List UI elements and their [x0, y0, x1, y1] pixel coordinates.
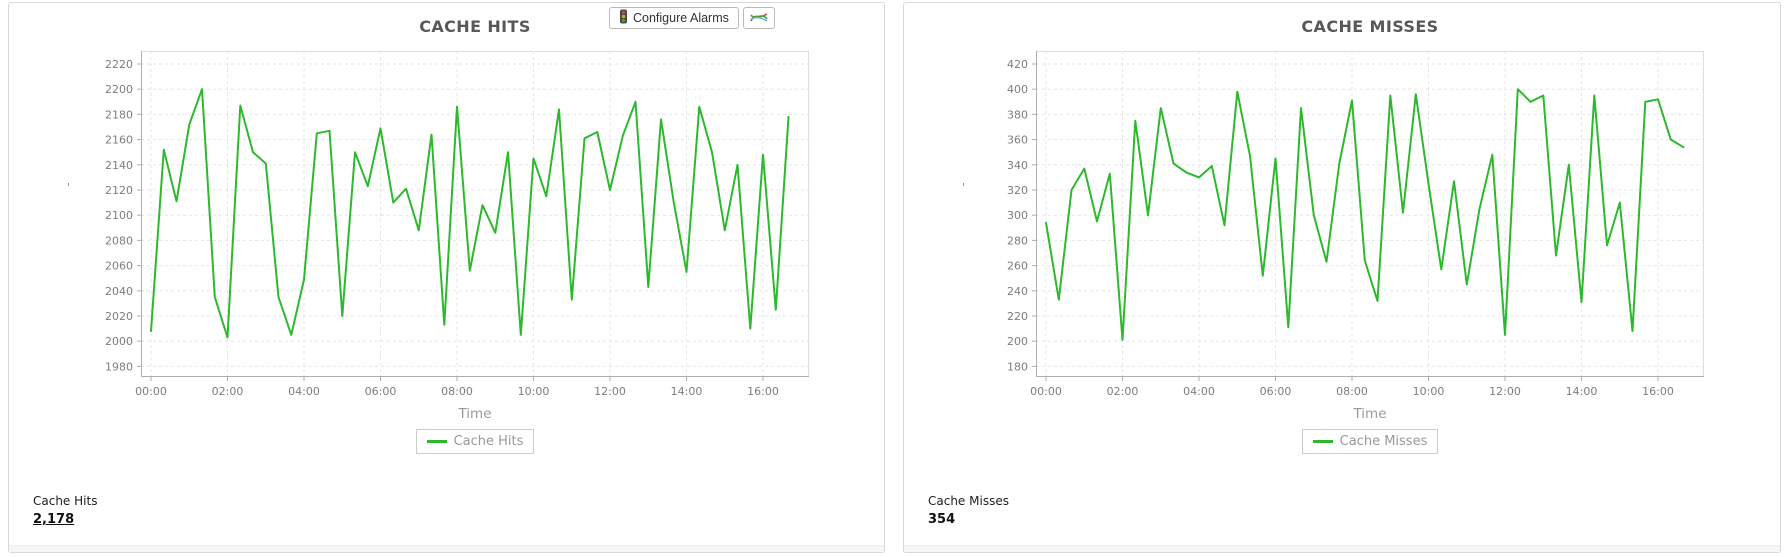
svg-text:04:00: 04:00	[288, 385, 320, 398]
cache-hits-plot-area: 2220 2200 2180 2160 2140 2120 2100 2080 2060 2040…	[69, 51, 811, 429]
chart-title: CACHE MISSES	[1301, 17, 1439, 36]
svg-text:2120: 2120	[105, 184, 133, 197]
svg-text:2180: 2180	[105, 108, 133, 121]
svg-text:00:00: 00:00	[1030, 385, 1062, 398]
svg-text:12:00: 12:00	[1489, 385, 1521, 398]
y-axis-unit-mark: '	[67, 181, 71, 194]
metric-name: Cache Misses	[928, 494, 1009, 508]
svg-text:04:00: 04:00	[1183, 385, 1215, 398]
legend-row: Cache Hits	[141, 429, 809, 454]
metric-name: Cache Hits	[33, 494, 98, 508]
svg-text:280: 280	[1007, 234, 1028, 247]
series-line	[150, 88, 790, 339]
line-chart-icon	[750, 10, 768, 26]
cache-hits-panel: Configure Alarms CACHE HITS ' 2220 2200 21…	[8, 2, 885, 553]
panel-footer: Cache Misses 354	[928, 493, 1009, 530]
legend-label: Cache Misses	[1339, 434, 1428, 449]
svg-text:08:00: 08:00	[441, 385, 473, 398]
svg-text:360: 360	[1007, 134, 1028, 147]
svg-text:2060: 2060	[105, 260, 133, 273]
svg-text:12:00: 12:00	[594, 385, 626, 398]
y-axis-unit-mark: '	[962, 181, 966, 194]
svg-text:08:00: 08:00	[1336, 385, 1368, 398]
svg-text:2140: 2140	[105, 159, 133, 172]
svg-text:400: 400	[1007, 83, 1028, 96]
svg-text:10:00: 10:00	[518, 385, 550, 398]
svg-text:2220: 2220	[105, 58, 133, 71]
svg-text:240: 240	[1007, 285, 1028, 298]
svg-text:2080: 2080	[105, 234, 133, 247]
svg-text:2000: 2000	[105, 335, 133, 348]
svg-text:2100: 2100	[105, 209, 133, 222]
svg-text:00:00: 00:00	[135, 385, 167, 398]
traffic-light-icon	[619, 9, 628, 27]
x-axis-title: Time	[1352, 406, 1386, 422]
metric-current-value[interactable]: 2,178	[33, 512, 75, 527]
legend: Cache Misses	[1301, 429, 1439, 454]
svg-text:10:00: 10:00	[1413, 385, 1445, 398]
svg-text:16:00: 16:00	[1642, 385, 1674, 398]
svg-text:180: 180	[1007, 360, 1028, 373]
svg-text:06:00: 06:00	[1260, 385, 1292, 398]
legend-line-swatch	[426, 440, 447, 443]
cache-misses-plot-area: 420 400 380 360 340 320 300 280 260 240 220 200 180 0…	[964, 51, 1706, 429]
svg-text:02:00: 02:00	[212, 385, 244, 398]
svg-text:16:00: 16:00	[747, 385, 779, 398]
svg-text:14:00: 14:00	[671, 385, 703, 398]
svg-text:2200: 2200	[105, 83, 133, 96]
cache-misses-panel: CACHE MISSES ' 420 400 380 360 340 320 300 280 2…	[903, 2, 1781, 553]
svg-text:220: 220	[1007, 310, 1028, 323]
svg-text:300: 300	[1007, 209, 1028, 222]
legend-label: Cache Hits	[453, 434, 524, 449]
series-line	[1045, 88, 1685, 341]
svg-text:02:00: 02:00	[1107, 385, 1139, 398]
panel-bottom-strip	[904, 545, 1780, 552]
svg-text:320: 320	[1007, 184, 1028, 197]
svg-text:2020: 2020	[105, 310, 133, 323]
configure-alarms-button[interactable]: Configure Alarms	[609, 7, 739, 29]
svg-text:420: 420	[1007, 58, 1028, 71]
svg-text:2040: 2040	[105, 285, 133, 298]
metric-current-value[interactable]: 354	[928, 512, 956, 527]
panel-bottom-strip	[9, 545, 884, 552]
configure-alarms-label: Configure Alarms	[633, 11, 729, 25]
panel-toolbar: Configure Alarms	[609, 7, 775, 29]
svg-text:1980: 1980	[105, 360, 133, 373]
chart-options-button[interactable]	[742, 7, 775, 29]
chart-title: CACHE HITS	[419, 17, 531, 36]
svg-text:200: 200	[1007, 335, 1028, 348]
legend-row: Cache Misses	[1036, 429, 1704, 454]
x-axis-title: Time	[457, 406, 491, 422]
svg-text:2160: 2160	[105, 134, 133, 147]
legend: Cache Hits	[415, 429, 535, 454]
svg-text:14:00: 14:00	[1566, 385, 1598, 398]
panel-footer: Cache Hits 2,178	[33, 493, 97, 530]
svg-text:06:00: 06:00	[365, 385, 397, 398]
svg-text:260: 260	[1007, 260, 1028, 273]
legend-line-swatch	[1312, 440, 1333, 443]
svg-text:340: 340	[1007, 159, 1028, 172]
svg-text:380: 380	[1007, 108, 1028, 121]
